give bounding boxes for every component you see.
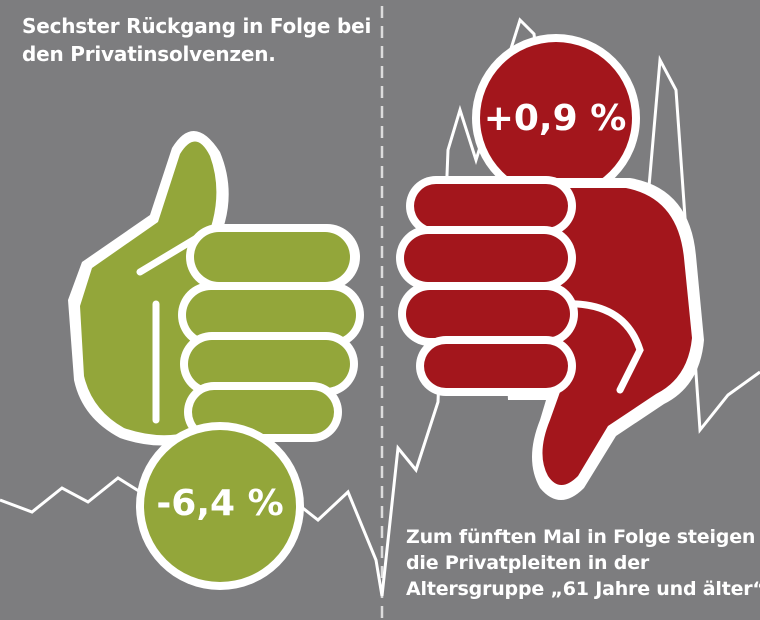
left-caption: Sechster Rückgang in Folge bei den Priva… bbox=[22, 12, 372, 68]
thumbs-up-icon bbox=[68, 130, 364, 590]
right-caption-line: Altersgruppe „61 Jahre und älter“. bbox=[406, 578, 760, 600]
right-caption: Zum fünften Mal in Folge steigen die Pri… bbox=[406, 524, 760, 602]
increase-percent-label: +0,9 % bbox=[483, 98, 627, 139]
left-caption-line: den Privatinsolvenzen. bbox=[22, 42, 276, 66]
right-caption-line: Zum fünften Mal in Folge steigen bbox=[406, 526, 756, 548]
decrease-percent-label: -6,4 % bbox=[156, 483, 284, 524]
thumbs-down-icon bbox=[396, 34, 704, 500]
left-caption-line: Sechster Rückgang in Folge bei bbox=[22, 14, 372, 38]
right-caption-line: die Privatpleiten in der bbox=[406, 552, 650, 574]
